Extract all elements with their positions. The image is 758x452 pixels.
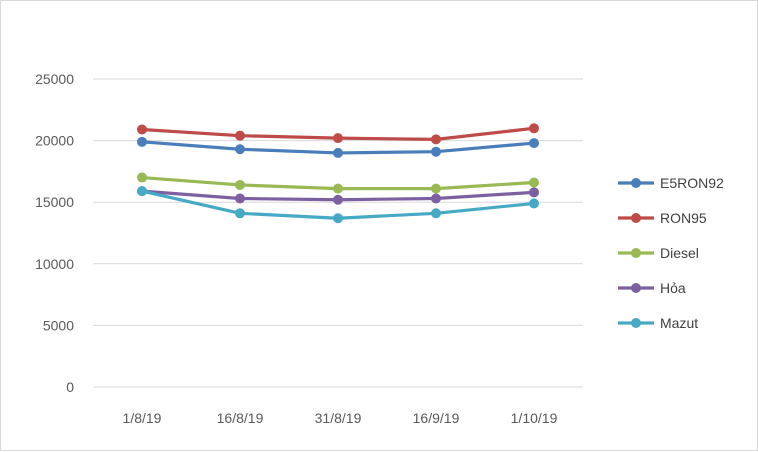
data-point [431,146,441,157]
legend-item: Hỏa [618,280,686,296]
series-1 [137,123,539,145]
x-tick-label: 1/10/19 [511,410,558,426]
x-axis-ticks: 1/8/19 16/8/19 31/8/19 16/9/19 1/10/19 [123,410,558,426]
legend: E5RON92 RON95 Diesel Hỏa Mazut [618,175,724,331]
data-point [137,136,147,147]
data-point [431,208,441,219]
data-point [529,138,539,149]
data-point [235,208,245,219]
x-tick-label: 31/8/19 [315,410,362,426]
data-point [333,133,343,144]
legend-marker [631,248,641,258]
data-point [529,187,539,198]
data-point [529,198,539,209]
data-point [235,179,245,190]
legend-label: E5RON92 [660,175,724,191]
x-tick-label: 1/8/19 [123,410,162,426]
legend-marker [631,318,641,328]
legend-item: Diesel [618,245,699,261]
series-4 [137,186,539,224]
legend-marker [631,178,641,188]
y-tick-label: 20000 [35,133,74,149]
series-0 [137,136,539,158]
data-point [431,134,441,145]
legend-marker [631,213,641,223]
data-point [529,123,539,134]
gridlines [93,78,583,388]
y-tick-label: 25000 [35,71,74,87]
data-point [137,124,147,135]
data-point [235,144,245,155]
legend-label: Diesel [660,245,699,261]
series-3 [137,186,539,205]
data-point [137,186,147,197]
legend-label: Hỏa [660,280,686,296]
y-tick-label: 15000 [35,194,74,210]
legend-label: Mazut [660,315,698,331]
legend-item: E5RON92 [618,175,724,191]
data-point [235,193,245,204]
series-lines [137,123,539,224]
legend-item: RON95 [618,210,707,226]
data-point [333,213,343,224]
data-point [333,147,343,158]
x-tick-label: 16/8/19 [217,410,264,426]
y-tick-label: 10000 [35,256,74,272]
legend-item: Mazut [618,315,698,331]
data-point [235,130,245,141]
x-tick-label: 16/9/19 [413,410,460,426]
data-point [333,194,343,205]
data-point [137,172,147,183]
data-point [333,183,343,194]
y-tick-label: 0 [66,379,74,395]
data-point [529,177,539,188]
series-2 [137,172,539,194]
y-tick-label: 5000 [43,317,74,333]
legend-label: RON95 [660,210,707,226]
y-axis-ticks: 0 5000 10000 15000 20000 25000 [35,71,74,395]
data-point [431,183,441,194]
data-point [431,193,441,204]
legend-marker [631,283,641,293]
